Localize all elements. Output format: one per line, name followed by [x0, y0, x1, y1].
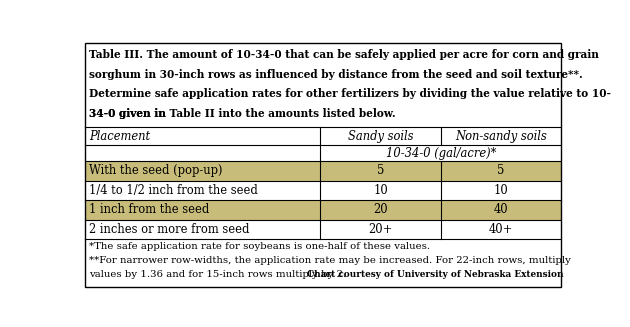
Text: 5: 5	[377, 164, 384, 177]
Text: 20+: 20+	[369, 223, 393, 236]
Text: Sandy soils: Sandy soils	[348, 130, 413, 143]
Text: Table III. The amount of 10-34-0 that can be safely applied per acre for corn an: Table III. The amount of 10-34-0 that ca…	[89, 49, 599, 60]
Text: 10: 10	[494, 184, 508, 197]
Text: 20: 20	[374, 203, 388, 216]
Text: sorghum in 30-inch rows as influenced by distance from the seed and soil texture: sorghum in 30-inch rows as influenced by…	[89, 69, 583, 80]
Text: 5: 5	[498, 164, 505, 177]
Text: Non-sandy soils: Non-sandy soils	[455, 130, 547, 143]
Bar	[84, 219, 561, 239]
Text: 2 inches or more from seed: 2 inches or more from seed	[89, 223, 250, 236]
Text: Determine safe application rates for other fertilizers by dividing the value rel: Determine safe application rates for oth…	[89, 88, 612, 99]
Text: 34-0 given in Table II into the amounts listed below.: 34-0 given in Table II into the amounts …	[89, 108, 396, 119]
Text: Placement: Placement	[89, 130, 151, 143]
Text: **For narrower row-widths, the application rate may be increased. For 22-inch ro: **For narrower row-widths, the applicati…	[89, 256, 571, 265]
Bar	[84, 161, 561, 181]
Text: 10-34-0 (gal/acre)*: 10-34-0 (gal/acre)*	[386, 147, 496, 160]
Text: 1/4 to 1/2 inch from the seed: 1/4 to 1/2 inch from the seed	[89, 184, 258, 197]
Text: 40: 40	[494, 203, 508, 216]
Text: 10: 10	[374, 184, 388, 197]
Bar	[84, 200, 561, 219]
Text: 40+: 40+	[489, 223, 513, 236]
Bar	[84, 181, 561, 200]
Text: Chart courtesy of University of Nebraska Extension: Chart courtesy of University of Nebraska…	[307, 270, 563, 279]
Text: With the seed (pop-up): With the seed (pop-up)	[89, 164, 223, 177]
Text: values by 1.36 and for 15-inch rows multiply by 2.: values by 1.36 and for 15-inch rows mult…	[89, 270, 350, 279]
Text: *The safe application rate for soybeans is one-half of these values.: *The safe application rate for soybeans …	[89, 242, 431, 251]
Text: 1 inch from the seed: 1 inch from the seed	[89, 203, 210, 216]
Text: 34-0 given in: 34-0 given in	[89, 108, 170, 119]
